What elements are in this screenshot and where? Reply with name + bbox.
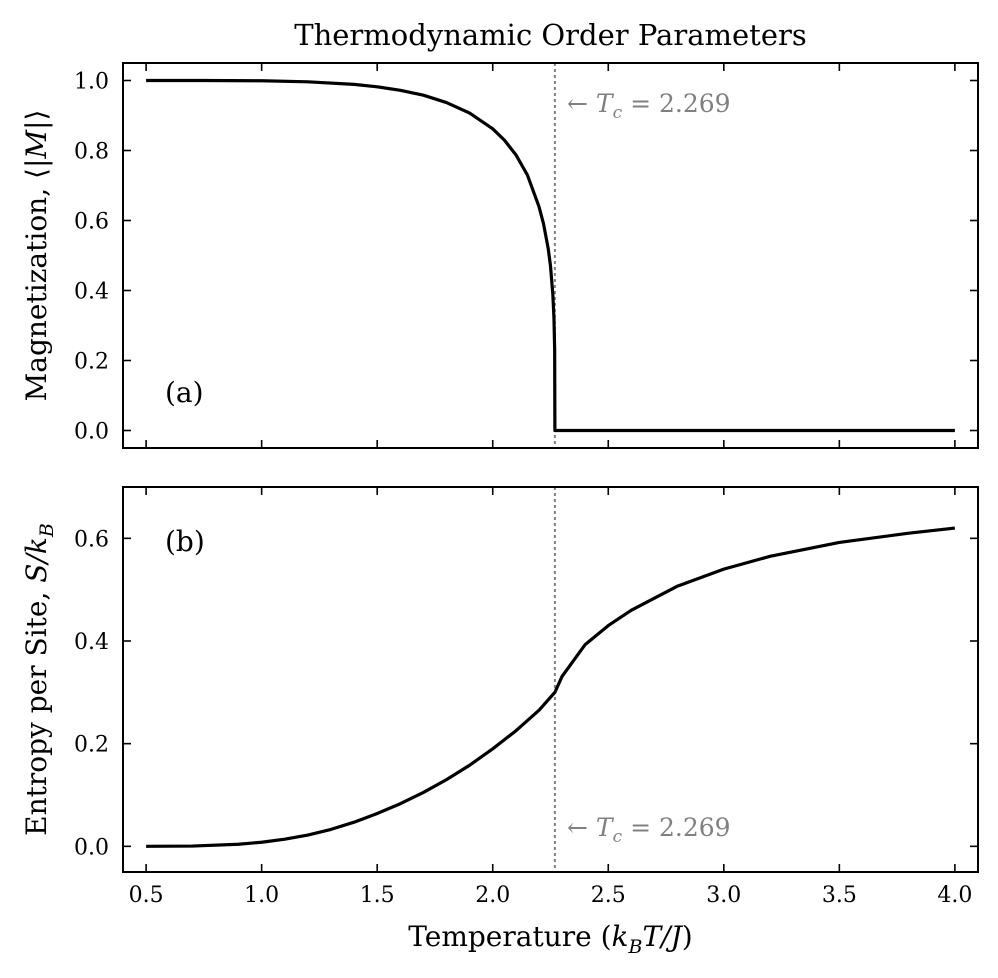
chart-title: Thermodynamic Order Parameters bbox=[294, 18, 806, 52]
y-tick-label: 0.2 bbox=[74, 733, 109, 758]
y-tick-label: 0.4 bbox=[74, 280, 109, 305]
x-tick-label: 0.5 bbox=[129, 883, 164, 908]
panel-label-a: (a) bbox=[165, 376, 204, 409]
panel-b-entropy: 0.5 1.0 1.5 2.0 2.5 3.0 3.5 4.0 0.0 0.2 0.4 0.6 (b) ←… bbox=[20, 486, 979, 908]
y-tick-label: 0.0 bbox=[74, 420, 109, 445]
x-axis-label: Temperature (kBT/J) bbox=[408, 920, 692, 958]
x-tick-label: 1.0 bbox=[244, 883, 279, 908]
panel-label-b: (b) bbox=[165, 525, 205, 558]
x-tick-label: 2.0 bbox=[475, 883, 510, 908]
panel-a-magnetization: 0.0 0.2 0.4 0.6 0.8 1.0 (a) ← Tc = 2.269 Magneti… bbox=[20, 62, 979, 449]
plot-frame-a bbox=[122, 62, 979, 449]
x-tick-label: 3.5 bbox=[822, 883, 857, 908]
y-tick-label: 0.2 bbox=[74, 350, 109, 375]
x-tick-label: 4.0 bbox=[937, 883, 972, 908]
y-tick-label: 0.6 bbox=[74, 527, 109, 552]
series-line-b bbox=[146, 526, 956, 848]
y-tick-label: 0.6 bbox=[74, 210, 109, 235]
x-tick-label: 1.5 bbox=[360, 883, 395, 908]
y-axis-label-b: Entropy per Site, S/kB bbox=[20, 523, 58, 836]
x-tick-label: 2.5 bbox=[591, 883, 626, 908]
tc-annotation-a: ← Tc = 2.269 bbox=[567, 89, 731, 123]
y-tick-label: 0.4 bbox=[74, 630, 109, 655]
y-axis-label-a: Magnetization, ⟨|M|⟩ bbox=[20, 110, 53, 402]
series-line-a bbox=[146, 78, 955, 433]
x-tick-label: 3.0 bbox=[706, 883, 741, 908]
y-tick-label: 0.8 bbox=[74, 140, 109, 165]
y-tick-label: 1.0 bbox=[74, 70, 109, 95]
tc-annotation-b: ← Tc = 2.269 bbox=[567, 813, 731, 847]
y-tick-label: 0.0 bbox=[74, 835, 109, 860]
plot-frame-b bbox=[122, 486, 979, 873]
